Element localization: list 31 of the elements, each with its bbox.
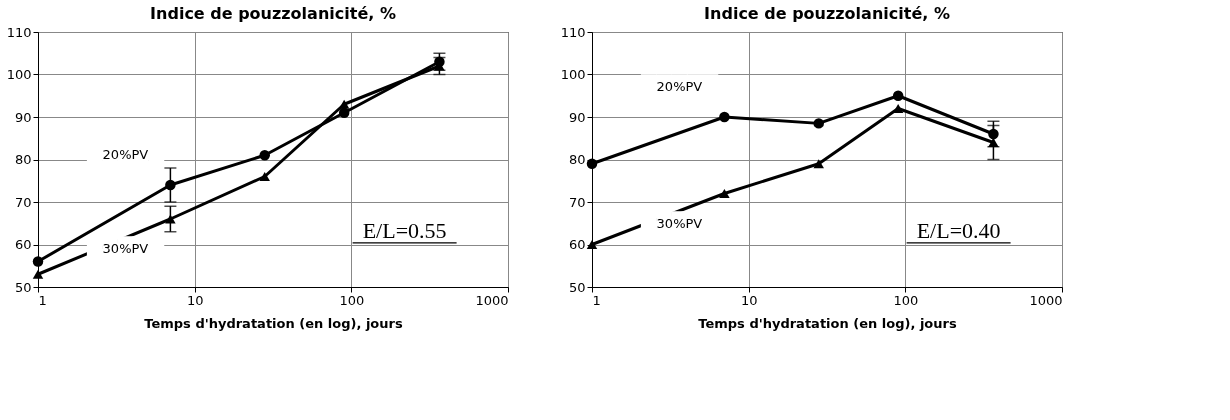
y-tick-label: 100: [6, 67, 32, 82]
x-tick-label: 1: [38, 292, 47, 308]
y-tick-label: 110: [560, 24, 586, 40]
y-tick-label: 60: [14, 237, 32, 252]
y-tick-label: 70: [14, 194, 32, 210]
annotation: E/L=0.55: [362, 217, 447, 243]
chart-title: Indice de pouzzolanicité, %: [150, 4, 396, 23]
x-tick-label: 1: [592, 292, 601, 308]
x-axis-title: Temps d'hydratation (en log), jours: [698, 315, 957, 331]
y-tick-label: 80: [14, 152, 32, 167]
y-tick-label: 90: [14, 109, 32, 125]
x-axis-title: Temps d'hydratation (en log), jours: [144, 315, 403, 331]
chart-title: Indice de pouzzolanicité, %: [704, 4, 950, 23]
x-tick-label: 1000: [475, 292, 509, 308]
y-tick-label: 50: [568, 279, 586, 295]
x-tick-label: 1000: [1029, 292, 1063, 308]
series-label: 30%PV: [656, 215, 703, 231]
y-tick-label: 50: [14, 279, 32, 295]
text: 20%PV: [656, 79, 703, 94]
x-tick-label: 10: [186, 292, 204, 308]
x-tick-label: 10: [740, 292, 758, 308]
x-tick-label: 100: [893, 292, 919, 308]
y-tick-label: 70: [568, 194, 586, 210]
y-tick-label: 110: [6, 24, 32, 40]
annotation: E/L=0.40: [916, 217, 1001, 243]
y-tick-label: 100: [560, 67, 586, 82]
y-tick-label: 90: [568, 109, 586, 125]
text: 20%PV: [102, 147, 149, 162]
x-tick-label: 100: [339, 292, 365, 308]
y-tick-label: 60: [568, 237, 586, 252]
y-tick-label: 80: [568, 152, 586, 167]
